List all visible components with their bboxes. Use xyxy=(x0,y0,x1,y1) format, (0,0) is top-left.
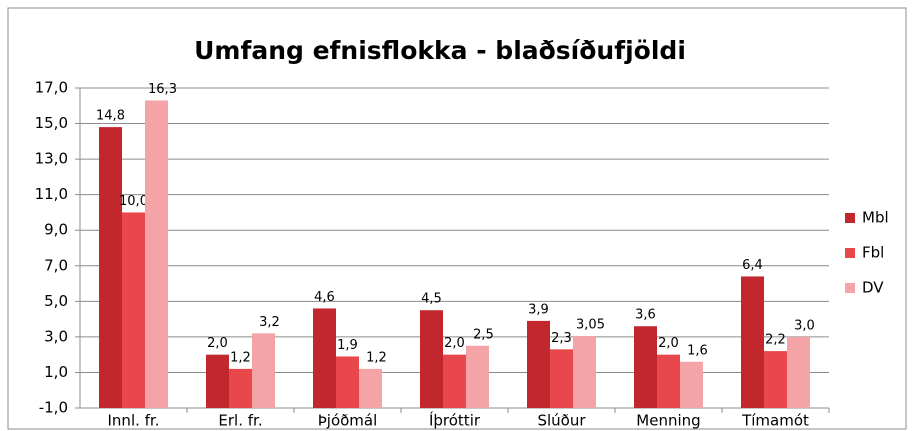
data-label: 4,5 xyxy=(421,292,442,307)
x-tick-label: Menning xyxy=(636,412,700,430)
bar xyxy=(443,354,466,408)
legend-swatch xyxy=(845,248,855,258)
data-label: 10,0 xyxy=(119,194,148,209)
data-label: 3,0 xyxy=(794,318,815,333)
bar xyxy=(229,368,252,408)
bar xyxy=(359,368,382,408)
bar xyxy=(145,100,168,408)
legend-swatch xyxy=(845,283,855,293)
x-tick-label: Íþróttir xyxy=(429,411,481,430)
bar xyxy=(787,336,810,408)
legend-label: DV xyxy=(862,279,884,297)
data-label: 16,3 xyxy=(148,82,177,97)
bar xyxy=(550,349,573,408)
data-label: 3,6 xyxy=(635,308,656,323)
bar xyxy=(741,276,764,408)
x-tick-label: Erl. fr. xyxy=(218,412,262,430)
x-tick-label: Slúður xyxy=(537,412,586,430)
data-label: 1,2 xyxy=(230,350,251,365)
y-tick-label: 7,0 xyxy=(44,256,68,274)
data-label: 2,0 xyxy=(207,336,228,351)
y-tick-label: 9,0 xyxy=(44,221,68,239)
data-label: 2,5 xyxy=(473,327,494,342)
data-label: 14,8 xyxy=(96,109,125,124)
data-label: 2,2 xyxy=(765,333,786,348)
data-label: 3,05 xyxy=(576,318,605,333)
bar xyxy=(680,361,703,408)
data-label: 3,2 xyxy=(259,315,280,330)
bar xyxy=(634,326,657,408)
legend-label: Fbl xyxy=(862,244,884,262)
data-label: 3,9 xyxy=(528,302,549,317)
bar xyxy=(336,356,359,408)
x-tick-label: Tímamót xyxy=(741,412,809,430)
y-tick-label: 1,0 xyxy=(44,363,68,381)
bar xyxy=(420,310,443,408)
y-tick-label: 13,0 xyxy=(35,150,68,168)
legend-label: Mbl xyxy=(862,209,889,227)
data-label: 2,0 xyxy=(444,336,465,351)
bar xyxy=(657,354,680,408)
y-tick-label: -1,0 xyxy=(39,399,68,417)
data-label: 4,6 xyxy=(314,290,335,305)
bar xyxy=(206,354,229,408)
data-label: 6,4 xyxy=(742,258,763,273)
bar xyxy=(764,351,787,408)
x-tick-label: Innl. fr. xyxy=(108,412,160,430)
y-tick-label: 5,0 xyxy=(44,292,68,310)
data-label: 2,0 xyxy=(658,336,679,351)
bar xyxy=(99,127,122,408)
x-tick-label: Þjóðmál xyxy=(318,412,378,430)
bar xyxy=(573,336,596,408)
chart-title: Umfang efnisflokka - blaðsíðufjöldi xyxy=(194,36,686,65)
y-tick-label: 11,0 xyxy=(35,185,68,203)
bar xyxy=(122,212,145,408)
data-label: 2,3 xyxy=(551,331,572,346)
bar xyxy=(466,345,489,408)
y-tick-label: 3,0 xyxy=(44,327,68,345)
bar xyxy=(527,320,550,408)
y-tick-label: 17,0 xyxy=(35,79,68,97)
legend-swatch xyxy=(845,213,855,223)
data-label: 1,6 xyxy=(687,343,708,358)
bar xyxy=(252,333,275,408)
bar xyxy=(313,308,336,408)
data-label: 1,2 xyxy=(366,350,387,365)
y-tick-label: 15,0 xyxy=(35,114,68,132)
data-label: 1,9 xyxy=(337,338,358,353)
